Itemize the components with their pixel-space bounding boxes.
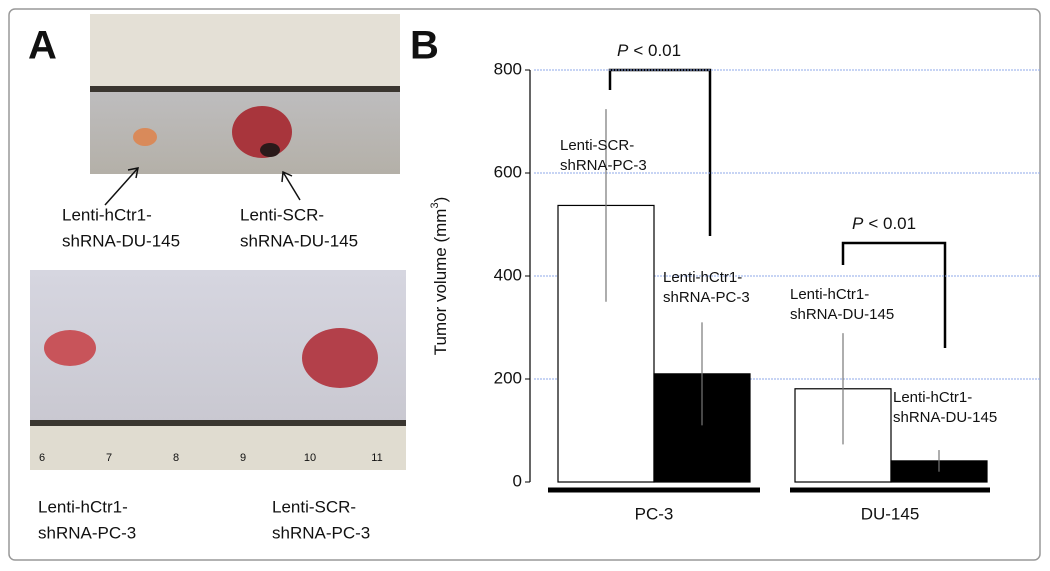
x-tick-label: DU-145	[861, 504, 920, 523]
label-line: shRNA-DU-145	[240, 231, 358, 250]
label-line: Lenti-SCR-	[272, 497, 356, 516]
label-line: Lenti-hCtr1-	[893, 389, 972, 406]
y-tick-label: 200	[494, 368, 522, 387]
panel-letter: B	[410, 24, 439, 68]
label-line: shRNA-PC-3	[560, 157, 647, 174]
y-tick-label: 0	[513, 471, 522, 490]
ruler-number: 6	[39, 452, 45, 464]
label-line: Lenti-hCtr1-	[62, 205, 152, 224]
y-tick-label: 600	[494, 162, 522, 181]
p-text: < 0.01	[868, 214, 916, 233]
label-line: shRNA-PC-3	[663, 289, 750, 306]
ruler-number: 10	[304, 452, 316, 464]
x-tick-label: PC-3	[635, 504, 674, 523]
label-part: )	[431, 197, 450, 203]
p-text: < 0.01	[633, 41, 681, 60]
ruler-number: 9	[240, 452, 246, 464]
label-line: shRNA-PC-3	[272, 523, 370, 542]
significance: P < 0.01	[617, 41, 681, 60]
p-symbol: P	[617, 41, 629, 60]
p-symbol: P	[852, 214, 864, 233]
photo-bottom	[30, 270, 406, 470]
label-part: Tumor volume (mm	[431, 209, 450, 356]
ruler-number: 7	[106, 452, 112, 464]
ruler-number: 11	[371, 452, 382, 464]
label-line: Lenti-SCR-	[240, 205, 324, 224]
significance: P < 0.01	[852, 214, 916, 233]
label-line: shRNA-DU-145	[790, 306, 894, 323]
arrows	[104, 167, 301, 206]
label-line: Lenti-hCtr1-	[38, 497, 128, 516]
label-line: Lenti-hCtr1-	[663, 269, 742, 286]
y-tick-label: 400	[494, 265, 522, 284]
y-axis-label: Tumor volume (mm3)	[429, 197, 451, 356]
label-line: Lenti-hCtr1-	[790, 286, 869, 303]
superscript: 3	[429, 202, 441, 208]
photo-top	[90, 14, 400, 174]
panel-letter: A	[28, 24, 57, 68]
label-line: shRNA-DU-145	[62, 231, 180, 250]
y-tick-label: 800	[494, 59, 522, 78]
label-line: shRNA-DU-145	[893, 409, 997, 426]
ruler-number: 8	[173, 452, 179, 464]
label-line: shRNA-PC-3	[38, 523, 136, 542]
label-line: Lenti-SCR-	[560, 137, 634, 154]
